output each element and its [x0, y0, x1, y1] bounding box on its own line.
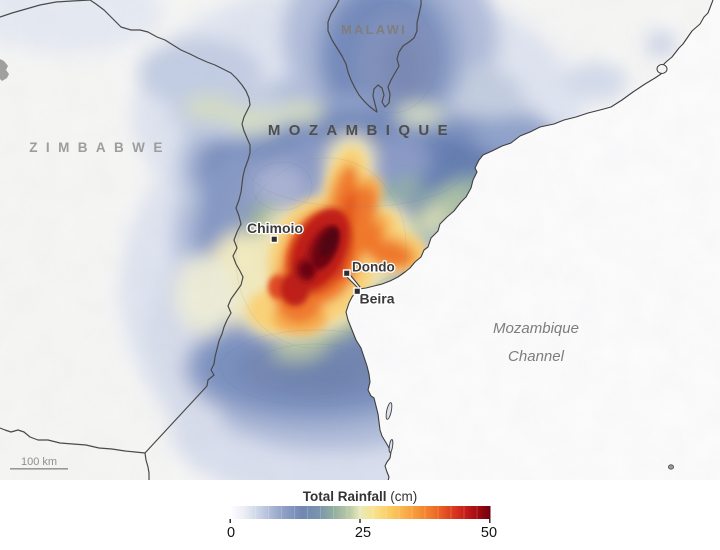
svg-text:Beira: Beira	[360, 291, 395, 307]
svg-text:MALAWI: MALAWI	[341, 22, 407, 37]
svg-text:Dondo: Dondo	[352, 260, 395, 275]
svg-text:0: 0	[227, 525, 235, 541]
svg-text:100 km: 100 km	[21, 456, 57, 468]
svg-text:25: 25	[355, 525, 371, 541]
svg-text:Channel: Channel	[508, 348, 565, 365]
svg-text:Total Rainfall (cm): Total Rainfall (cm)	[303, 489, 418, 504]
svg-text:Mozambique: Mozambique	[493, 320, 579, 337]
svg-text:MOZAMBIQUE: MOZAMBIQUE	[268, 122, 456, 139]
svg-text:Chimoio: Chimoio	[247, 220, 303, 236]
svg-text:50: 50	[481, 525, 497, 541]
svg-text:ZIMBABWE: ZIMBABWE	[29, 140, 170, 155]
